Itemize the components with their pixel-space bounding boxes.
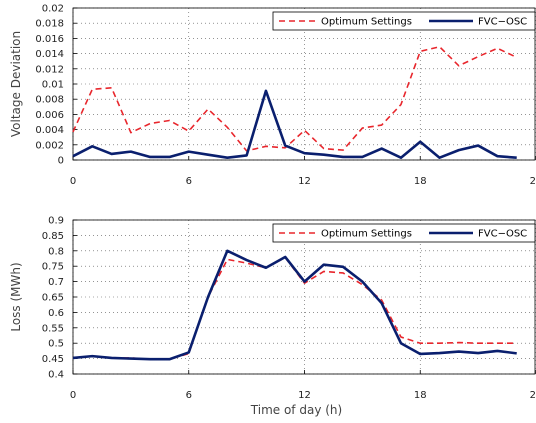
top-ytick-label-3: 0.006 (35, 110, 64, 121)
bottom-legend-label-optimum-settings: Optimum Settings (321, 229, 412, 240)
top-ytick-label-2: 0.004 (35, 125, 64, 136)
top-xtick-label-0: 0 (70, 176, 76, 187)
top-xtick-label-2: 12 (298, 176, 311, 187)
bottom-ytick-label-8: 0.8 (48, 246, 64, 257)
bottom-ytick-label-1: 0.45 (42, 354, 64, 365)
top-ytick-label-5: 0.01 (42, 80, 64, 91)
top-ytick-label-10: 0.02 (42, 4, 64, 15)
bottom-ytick-label-10: 0.9 (48, 216, 64, 227)
top-series-optimum-settings-line (72, 45, 518, 152)
top-ytick-label-7: 0.014 (35, 49, 64, 60)
top-ytick-label-6: 0.012 (35, 64, 64, 75)
bottom-chart: 0.4 0.45 0.5 0.55 0.6 0.65 0.7 0.75 0.8 0.85 0.9 0 6… (9, 216, 536, 417)
bottom-ytick-label-2: 0.5 (48, 339, 64, 350)
top-xtick-label-4: 24 (530, 176, 536, 187)
bottom-ytick-label-5: 0.65 (42, 293, 64, 304)
top-ytick-label-0: 0 (58, 156, 64, 167)
bottom-legend: Optimum Settings FVC−OSC (272, 223, 536, 243)
top-legend: Optimum Settings FVC−OSC (272, 11, 536, 31)
bottom-legend-label-fvc-osc: FVC−OSC (478, 229, 527, 240)
top-series-fvc-osc-line (72, 89, 517, 160)
bottom-ytick-label-6: 0.7 (48, 277, 64, 288)
top-xtick-label-1: 6 (186, 176, 192, 187)
bottom-xtick-label-4: 24 (530, 390, 536, 401)
top-ytick-label-8: 0.016 (35, 34, 64, 45)
top-legend-label-fvc-osc: FVC−OSC (478, 17, 527, 28)
top-ytick-label-1: 0.002 (35, 140, 64, 151)
bottom-ylabel: Loss (MWh) (9, 262, 23, 331)
bottom-series-optimum-settings-line (72, 256, 517, 361)
top-chart: 0 0.002 0.004 0.006 0.008 0.01 0.012 0.014 0.016… (9, 4, 536, 187)
bottom-legend-box (272, 223, 536, 243)
top-legend-box (272, 11, 536, 31)
bottom-xtick-label-0: 0 (70, 390, 76, 401)
bottom-xtick-label-2: 12 (298, 390, 311, 401)
bottom-xtick-label-1: 6 (186, 390, 192, 401)
top-ylabel: Voltage Deviation (9, 31, 23, 137)
top-legend-label-optimum-settings: Optimum Settings (321, 17, 412, 28)
top-xtick-label-3: 18 (414, 176, 427, 187)
bottom-ytick-label-0: 0.4 (48, 370, 64, 381)
bottom-xtick-label-3: 18 (414, 390, 427, 401)
bottom-ytick-label-9: 0.85 (42, 231, 64, 242)
top-ytick-label-9: 0.018 (35, 19, 64, 30)
bottom-ytick-label-3: 0.55 (42, 323, 64, 334)
bottom-series-fvc-osc-line (72, 249, 517, 361)
bottom-ytick-label-4: 0.6 (48, 308, 64, 319)
bottom-xlabel: Time of day (h) (250, 403, 342, 417)
top-ytick-label-4: 0.008 (35, 95, 64, 106)
bottom-ytick-label-7: 0.75 (42, 262, 64, 273)
